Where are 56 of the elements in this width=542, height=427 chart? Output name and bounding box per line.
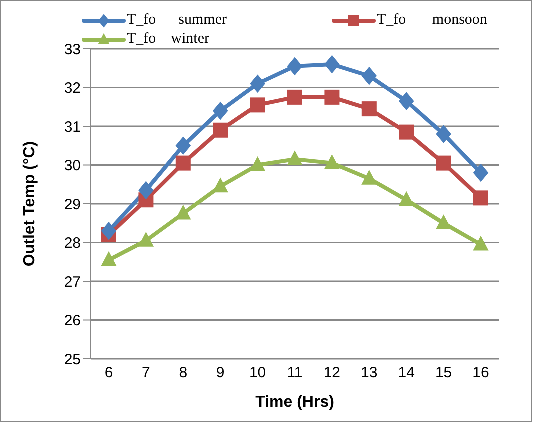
x-tick-label: 16 — [472, 364, 490, 382]
point — [213, 102, 228, 120]
point — [288, 58, 302, 76]
point — [324, 155, 340, 170]
point — [436, 156, 452, 171]
point — [213, 178, 228, 193]
point — [436, 125, 452, 144]
point — [176, 205, 191, 220]
y-tick-label: 30 — [64, 158, 81, 175]
point — [474, 190, 488, 206]
y-tick-label: 25 — [64, 351, 81, 368]
point — [250, 74, 266, 93]
x-tick-label: 11 — [287, 364, 303, 382]
point — [102, 252, 116, 266]
point — [362, 170, 377, 185]
legend-label: T_fo monsoon — [377, 12, 488, 29]
y-tick-label: 28 — [64, 235, 81, 252]
x-tick-label: 6 — [104, 364, 114, 382]
x-tick-label: 7 — [142, 364, 150, 382]
y-tick-label: 32 — [64, 80, 81, 98]
y-axis-title: Outlet Temp (°C) — [22, 141, 39, 267]
point — [176, 136, 191, 155]
legend-label: T_fo winter — [127, 31, 210, 48]
y-tick-label: 31 — [64, 118, 81, 136]
point — [399, 124, 414, 140]
y-tick-label: 27 — [64, 274, 81, 291]
point — [399, 192, 414, 206]
point — [399, 92, 414, 110]
point — [138, 182, 154, 200]
point — [250, 157, 266, 172]
x-tick-label: 12 — [324, 364, 341, 382]
x-tick-label: 9 — [216, 364, 225, 382]
point — [362, 102, 377, 117]
point — [436, 215, 452, 230]
point — [474, 236, 488, 251]
point — [288, 151, 302, 166]
x-tick-label: 8 — [179, 364, 188, 382]
point — [176, 156, 191, 171]
point — [138, 232, 154, 247]
y-tick-label: 33 — [64, 41, 81, 58]
x-axis-title: Time (Hrs) — [256, 394, 334, 411]
x-tick-label: 10 — [249, 364, 266, 382]
y-tick-label: 26 — [64, 312, 81, 330]
y-tick-label: 29 — [64, 196, 81, 214]
x-tick-label: 13 — [361, 364, 378, 382]
point — [250, 98, 266, 113]
point — [362, 67, 377, 86]
point — [102, 222, 116, 240]
point — [474, 164, 488, 182]
point — [324, 90, 340, 105]
legend-label: T_fo summer — [127, 12, 227, 29]
point — [213, 122, 228, 138]
x-tick-label: 14 — [398, 364, 415, 382]
point — [324, 56, 340, 74]
point — [288, 90, 302, 105]
x-tick-label: 15 — [435, 364, 452, 382]
